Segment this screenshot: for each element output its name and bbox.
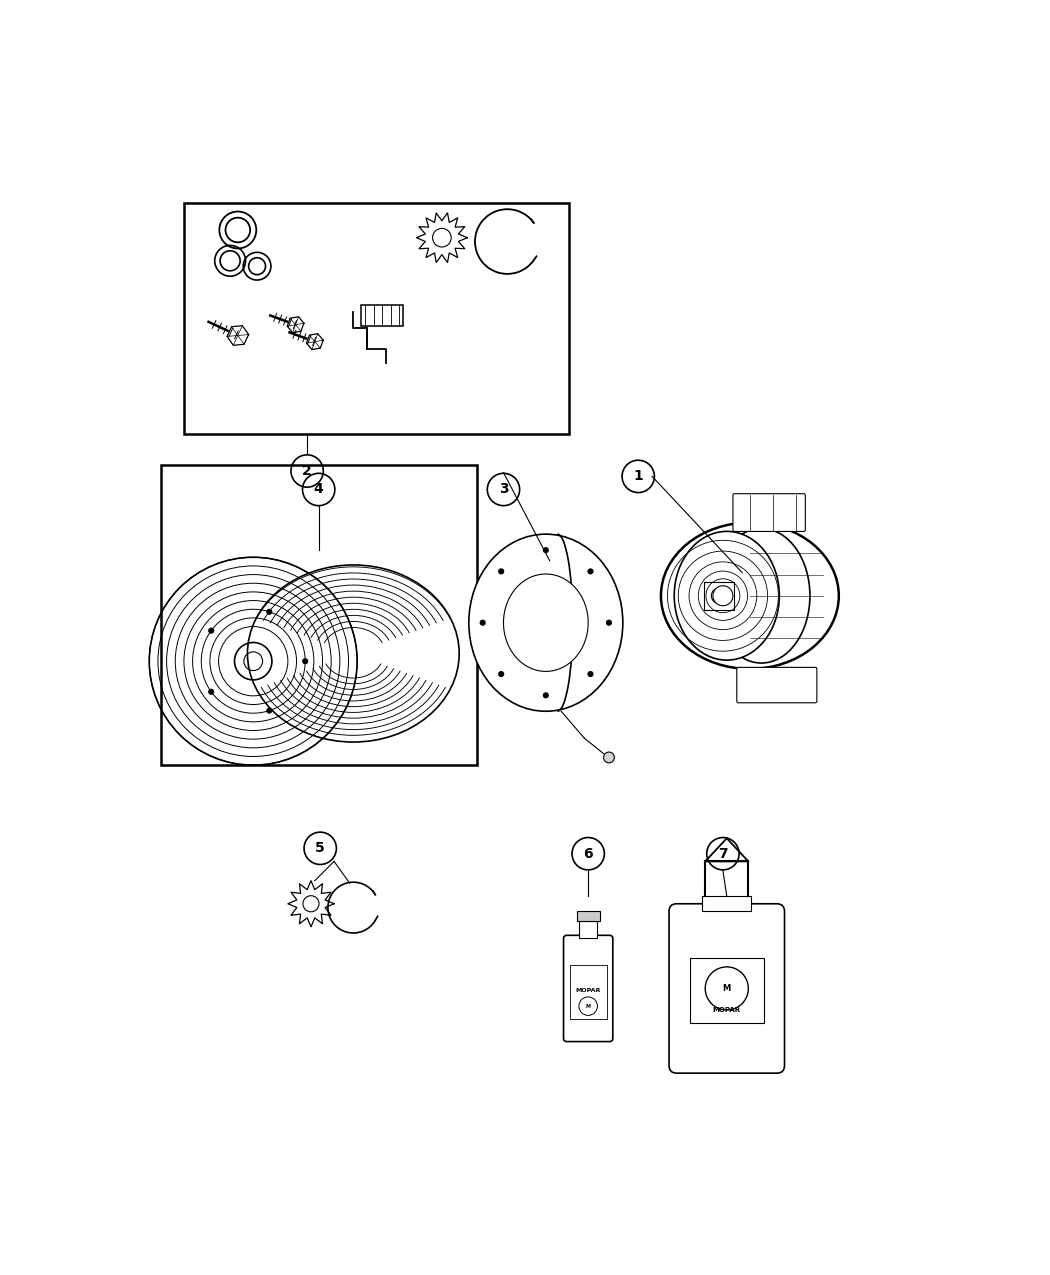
Circle shape	[587, 671, 593, 677]
Circle shape	[604, 752, 614, 762]
Bar	[690, 958, 763, 1023]
Circle shape	[606, 620, 612, 626]
Text: MOPAR: MOPAR	[713, 1007, 741, 1014]
Circle shape	[208, 688, 214, 695]
Circle shape	[543, 547, 549, 553]
Circle shape	[713, 585, 733, 606]
FancyBboxPatch shape	[564, 936, 613, 1042]
Bar	[576, 910, 600, 922]
Circle shape	[208, 627, 214, 634]
Circle shape	[480, 620, 486, 626]
Bar	[184, 203, 569, 434]
Polygon shape	[227, 325, 249, 346]
Bar	[161, 465, 477, 765]
Bar	[579, 922, 597, 938]
Circle shape	[498, 671, 504, 677]
Text: 1: 1	[633, 469, 643, 483]
Polygon shape	[288, 316, 303, 333]
Text: M: M	[722, 984, 731, 993]
Polygon shape	[307, 334, 323, 349]
Ellipse shape	[660, 523, 839, 669]
FancyBboxPatch shape	[733, 493, 805, 532]
Text: 6: 6	[584, 847, 593, 861]
Bar	[361, 305, 403, 326]
Text: 7: 7	[718, 847, 728, 861]
Circle shape	[543, 692, 549, 699]
Ellipse shape	[504, 574, 588, 672]
Circle shape	[267, 608, 272, 615]
Bar	[570, 965, 607, 1019]
Ellipse shape	[713, 528, 810, 663]
Text: 5: 5	[315, 842, 326, 856]
Text: M: M	[586, 1003, 591, 1009]
Text: MOPAR: MOPAR	[575, 988, 601, 993]
Text: 3: 3	[499, 482, 508, 496]
FancyBboxPatch shape	[669, 904, 784, 1074]
Bar	[704, 581, 735, 609]
Circle shape	[302, 658, 309, 664]
Ellipse shape	[469, 534, 623, 711]
Circle shape	[587, 569, 593, 575]
Ellipse shape	[674, 532, 779, 660]
Circle shape	[498, 569, 504, 575]
Text: 4: 4	[314, 482, 323, 496]
Circle shape	[267, 708, 272, 714]
Bar	[702, 896, 752, 912]
Text: 2: 2	[302, 464, 312, 478]
FancyBboxPatch shape	[737, 667, 817, 703]
